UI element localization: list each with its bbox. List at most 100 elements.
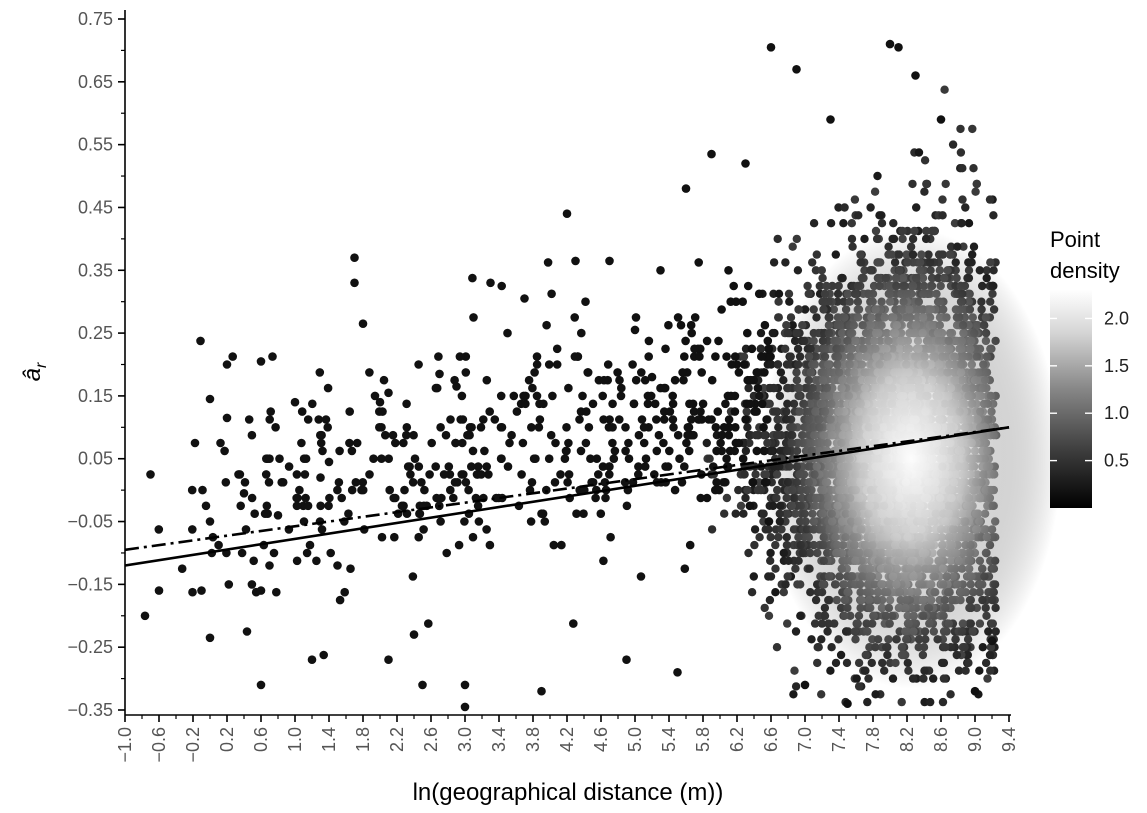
- cloud-point: [803, 281, 812, 291]
- cloud-point: [783, 619, 792, 628]
- data-point: [760, 320, 770, 330]
- cloud-point: [774, 289, 784, 298]
- data-point: [347, 446, 357, 456]
- data-point: [379, 375, 389, 385]
- data-point: [579, 509, 588, 518]
- data-point: [616, 391, 626, 401]
- data-point: [606, 532, 615, 542]
- data-point: [643, 399, 653, 409]
- data-point: [686, 320, 696, 330]
- cloud-point: [971, 187, 980, 196]
- cloud-point: [871, 226, 881, 236]
- cloud-point: [751, 470, 760, 479]
- cloud-point: [739, 509, 748, 518]
- data-point: [670, 485, 680, 495]
- cloud-point: [948, 140, 958, 149]
- cloud-point: [755, 391, 764, 401]
- cloud-point: [961, 203, 970, 212]
- cloud-point: [741, 344, 751, 353]
- data-point: [617, 383, 626, 393]
- data-point: [738, 297, 747, 307]
- cloud-point: [956, 124, 965, 134]
- cloud-point: [969, 164, 978, 173]
- cloud-point: [771, 564, 780, 573]
- data-point: [323, 383, 333, 393]
- cloud-point: [854, 682, 864, 691]
- cloud-point: [826, 219, 836, 228]
- cloud-point: [873, 171, 882, 181]
- cloud-point: [785, 297, 794, 306]
- data-point: [582, 407, 591, 416]
- data-point: [455, 352, 465, 361]
- cloud-point: [791, 627, 801, 636]
- cloud-point: [756, 328, 766, 338]
- data-point: [410, 454, 420, 464]
- data-point: [534, 423, 544, 432]
- data-point: [377, 532, 387, 542]
- cloud-point: [938, 195, 947, 204]
- cloud-point: [908, 179, 917, 189]
- data-points: [140, 39, 997, 712]
- cloud-point: [722, 493, 732, 503]
- cloud-point: [897, 697, 906, 707]
- data-point: [697, 368, 706, 377]
- data-point: [584, 423, 594, 432]
- cloud-point: [812, 250, 821, 259]
- cloud-point: [791, 682, 801, 691]
- cloud-point: [926, 697, 935, 707]
- data-point: [575, 415, 584, 424]
- data-point: [681, 336, 690, 346]
- data-point: [535, 415, 545, 424]
- cloud-point: [789, 690, 798, 699]
- data-point: [527, 478, 537, 487]
- data-point: [673, 430, 683, 440]
- cloud-point: [811, 266, 821, 275]
- data-point: [425, 470, 434, 479]
- cloud-point: [840, 203, 849, 212]
- cloud-point: [759, 383, 768, 393]
- cloud-point: [743, 423, 752, 432]
- data-point: [446, 415, 455, 424]
- cloud-point: [950, 219, 960, 228]
- data-point: [720, 478, 729, 487]
- data-point: [468, 273, 477, 283]
- data-point: [461, 352, 471, 361]
- cloud-point: [958, 195, 967, 204]
- data-point: [365, 368, 374, 377]
- cloud-point: [788, 242, 797, 251]
- cloud-point: [745, 438, 754, 448]
- cloud-point: [793, 266, 803, 275]
- data-point: [388, 430, 398, 440]
- cloud-point: [889, 219, 898, 228]
- cloud-point: [744, 548, 753, 558]
- data-point: [622, 501, 632, 511]
- cloud-point: [760, 603, 769, 613]
- data-point: [581, 297, 590, 307]
- cloud-point: [772, 643, 782, 652]
- data-point: [419, 525, 428, 534]
- data-point: [721, 399, 730, 409]
- data-point: [468, 532, 478, 542]
- cloud-point: [773, 234, 782, 244]
- data-point: [551, 438, 560, 448]
- cloud-point: [779, 588, 788, 597]
- cloud-point: [731, 509, 740, 518]
- cloud-point: [741, 493, 750, 503]
- cloud-point: [761, 525, 770, 534]
- cloud-point: [753, 485, 763, 495]
- data-point: [473, 501, 483, 511]
- cloud-point: [989, 211, 998, 220]
- data-point: [268, 352, 277, 361]
- data-point: [564, 438, 573, 448]
- data-point: [292, 556, 302, 566]
- data-point: [305, 540, 315, 550]
- data-point: [717, 305, 726, 314]
- data-point: [461, 368, 471, 377]
- data-point: [496, 391, 506, 401]
- data-point: [563, 478, 572, 487]
- cloud-point: [771, 588, 780, 597]
- cloud-point: [807, 635, 816, 644]
- cloud-point: [742, 407, 751, 416]
- cloud-point: [866, 203, 875, 212]
- data-point: [479, 415, 488, 424]
